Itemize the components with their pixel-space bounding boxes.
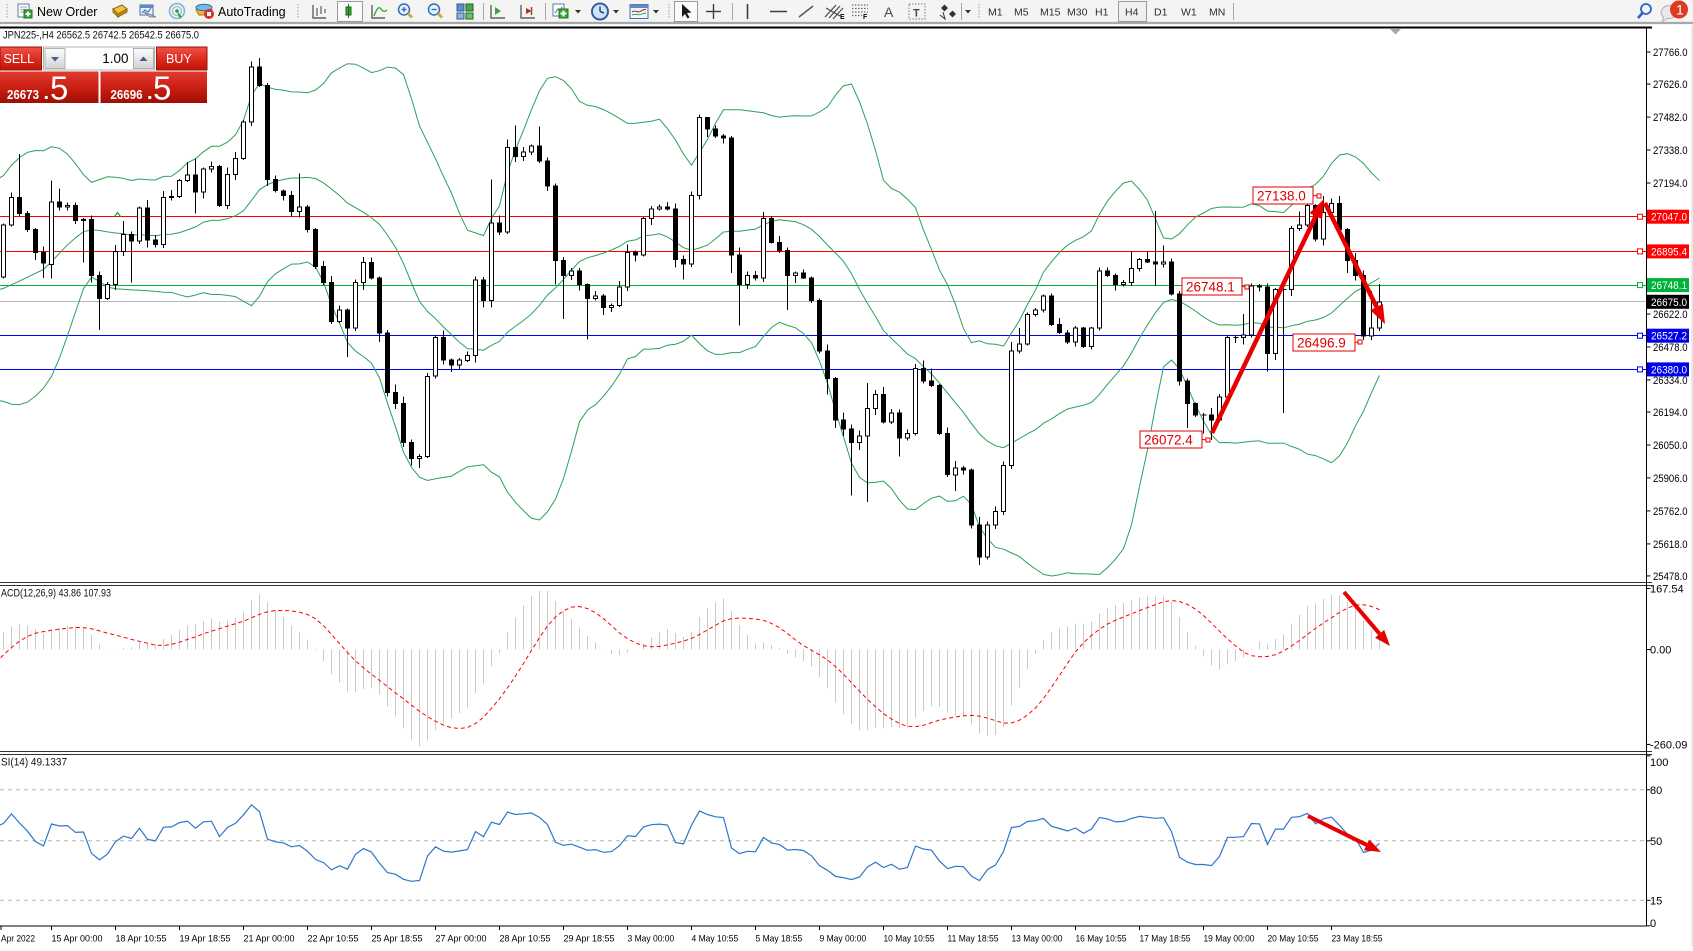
svg-text:25906.0: 25906.0 (1653, 473, 1688, 485)
svg-text:22 Apr 10:55: 22 Apr 10:55 (308, 934, 359, 945)
svg-text:New Order: New Order (37, 5, 97, 19)
svg-text:15 Apr 00:00: 15 Apr 00:00 (52, 934, 103, 945)
svg-text:27194.0: 27194.0 (1653, 178, 1688, 190)
svg-text:27047.0: 27047.0 (1651, 212, 1687, 224)
svg-text:5: 5 (153, 70, 171, 107)
svg-text:5 May 18:55: 5 May 18:55 (756, 934, 803, 945)
svg-text:50: 50 (1650, 836, 1662, 848)
svg-text:M30: M30 (1067, 7, 1088, 19)
svg-text:4 May 10:55: 4 May 10:55 (692, 934, 739, 945)
svg-text:13 May 00:00: 13 May 00:00 (1012, 934, 1063, 945)
svg-text:26696: 26696 (111, 87, 143, 102)
svg-text:29 Apr 18:55: 29 Apr 18:55 (564, 934, 615, 945)
svg-text:M15: M15 (1040, 7, 1061, 19)
svg-text:1.00: 1.00 (102, 51, 128, 66)
svg-text:27626.0: 27626.0 (1653, 79, 1688, 91)
svg-text:9 May 00:00: 9 May 00:00 (820, 934, 867, 945)
svg-text:26072.4: 26072.4 (1144, 433, 1193, 448)
svg-text:25 Apr 18:55: 25 Apr 18:55 (372, 934, 423, 945)
svg-text:20 May 10:55: 20 May 10:55 (1268, 934, 1319, 945)
svg-text:27338.0: 27338.0 (1653, 145, 1688, 157)
svg-text:SELL: SELL (4, 52, 35, 66)
svg-text:26050.0: 26050.0 (1653, 440, 1688, 452)
svg-text:25618.0: 25618.0 (1653, 539, 1688, 551)
svg-text:T: T (913, 8, 920, 20)
svg-text:E: E (840, 14, 845, 21)
svg-text:F: F (863, 14, 868, 21)
svg-text:0: 0 (1650, 918, 1656, 930)
svg-text:19 Apr 18:55: 19 Apr 18:55 (180, 934, 231, 945)
svg-text:15: 15 (1650, 895, 1662, 907)
svg-text:26675.0: 26675.0 (1651, 297, 1687, 309)
svg-text:11 May 18:55: 11 May 18:55 (948, 934, 999, 945)
svg-text:80: 80 (1650, 785, 1662, 797)
svg-text:26496.9: 26496.9 (1297, 336, 1346, 351)
svg-text:AutoTrading: AutoTrading (218, 5, 286, 19)
svg-text:5: 5 (50, 70, 68, 107)
svg-text:27 Apr 00:00: 27 Apr 00:00 (436, 934, 487, 945)
svg-text:26194.0: 26194.0 (1653, 407, 1688, 419)
svg-text:18 Apr 10:55: 18 Apr 10:55 (116, 934, 167, 945)
svg-text:ACD(12,26,9) 43.86 107.93: ACD(12,26,9) 43.86 107.93 (1, 588, 111, 600)
svg-text:.: . (44, 82, 50, 104)
svg-text:SI(14) 49.1337: SI(14) 49.1337 (1, 757, 67, 769)
svg-text:M1: M1 (988, 7, 1003, 19)
svg-text:26748.1: 26748.1 (1651, 280, 1687, 292)
svg-text:27766.0: 27766.0 (1653, 47, 1688, 59)
svg-text:-260.09: -260.09 (1650, 739, 1687, 751)
svg-text:26527.2: 26527.2 (1651, 331, 1687, 343)
svg-text:3 May 00:00: 3 May 00:00 (628, 934, 675, 945)
svg-text:BUY: BUY (166, 52, 192, 66)
svg-text:26895.4: 26895.4 (1651, 246, 1687, 258)
svg-text:26380.0: 26380.0 (1651, 364, 1687, 376)
svg-text:17 May 18:55: 17 May 18:55 (1140, 934, 1191, 945)
svg-text:W1: W1 (1181, 7, 1197, 19)
svg-text:M5: M5 (1014, 7, 1029, 19)
svg-text:100: 100 (1650, 757, 1668, 769)
svg-text:H1: H1 (1095, 7, 1109, 19)
svg-text:D1: D1 (1154, 7, 1168, 19)
svg-text:JPN225-,H4 26562.5 26742.5 26: JPN225-,H4 26562.5 26742.5 26542.5 26675… (3, 30, 199, 42)
svg-text:Apr 2022: Apr 2022 (1, 934, 35, 945)
svg-text:MN: MN (1209, 7, 1225, 19)
svg-text:16 May 10:55: 16 May 10:55 (1076, 934, 1127, 945)
svg-text:26748.1: 26748.1 (1186, 280, 1235, 295)
svg-text:25762.0: 25762.0 (1653, 506, 1688, 518)
svg-text:21 Apr 00:00: 21 Apr 00:00 (244, 934, 295, 945)
svg-text:.: . (147, 82, 153, 104)
svg-text:1: 1 (1676, 2, 1684, 18)
svg-text:26478.0: 26478.0 (1653, 342, 1688, 354)
svg-text:26622.0: 26622.0 (1653, 309, 1688, 321)
svg-text:27482.0: 27482.0 (1653, 112, 1688, 124)
svg-text:A: A (884, 4, 894, 20)
svg-text:H4: H4 (1125, 7, 1139, 19)
svg-text:28 Apr 10:55: 28 Apr 10:55 (500, 934, 551, 945)
svg-text:19 May 00:00: 19 May 00:00 (1204, 934, 1255, 945)
svg-text:26673: 26673 (7, 87, 39, 102)
svg-text:0.00: 0.00 (1650, 645, 1671, 657)
svg-text:167.54: 167.54 (1650, 583, 1684, 595)
svg-text:27138.0: 27138.0 (1257, 189, 1306, 204)
svg-text:26334.0: 26334.0 (1653, 375, 1688, 387)
svg-text:10 May 10:55: 10 May 10:55 (884, 934, 935, 945)
svg-text:25478.0: 25478.0 (1653, 571, 1688, 583)
svg-text:23 May 18:55: 23 May 18:55 (1332, 934, 1383, 945)
